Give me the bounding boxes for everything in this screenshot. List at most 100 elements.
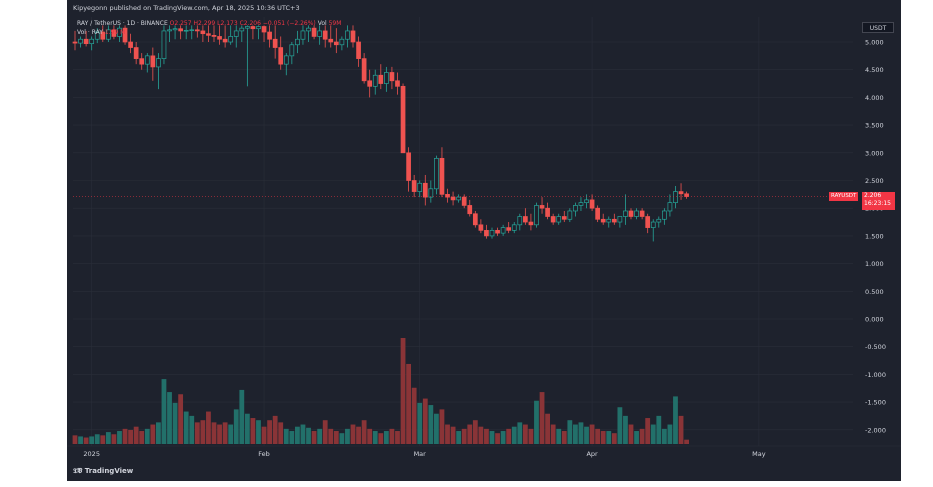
volume-bar xyxy=(345,428,350,444)
candle-body xyxy=(534,205,539,226)
chart-background xyxy=(67,0,901,481)
volume-bar xyxy=(289,431,295,444)
candle-body xyxy=(422,182,428,198)
candle-body xyxy=(322,30,328,40)
volume-bar xyxy=(634,431,639,444)
volume-bar xyxy=(100,435,106,444)
candle-body xyxy=(578,202,584,206)
volume-bar xyxy=(322,420,328,444)
candle-body xyxy=(122,27,128,43)
candle-body xyxy=(228,36,234,43)
candle-body xyxy=(678,191,684,195)
volume-bar xyxy=(295,426,300,444)
candle-body xyxy=(523,216,528,223)
volume-bar xyxy=(450,426,456,444)
volume-bar xyxy=(528,428,534,444)
volume-bar xyxy=(495,433,500,444)
volume-bar xyxy=(639,428,645,444)
candle-body xyxy=(283,55,289,65)
volume-bar xyxy=(623,415,628,444)
time-tick-label: Apr xyxy=(586,450,598,458)
candle-body xyxy=(478,224,484,231)
volume-bar xyxy=(500,431,506,444)
currency-button[interactable]: USDT xyxy=(862,22,894,33)
volume-indicator-value: 1.99 M xyxy=(104,29,126,36)
candle-body xyxy=(450,196,456,201)
vol-label: Vol xyxy=(317,20,327,27)
volume-bar xyxy=(684,439,689,444)
candle-body xyxy=(150,55,156,68)
volume-bar xyxy=(439,409,445,444)
tradingview-logo[interactable]: 𝕿𝖁 TradingView xyxy=(73,467,133,476)
candle-body xyxy=(339,38,345,46)
volume-bar xyxy=(217,424,222,444)
price-tick-label: -2.000 xyxy=(865,426,886,434)
volume-bar xyxy=(484,428,489,444)
price-tag-value: 2.206 16:23:15 xyxy=(862,192,895,210)
candle-body xyxy=(645,216,651,228)
candle-body xyxy=(539,205,545,209)
volume-bar xyxy=(244,413,250,444)
volume-bar xyxy=(378,433,384,444)
candle-body xyxy=(278,47,284,65)
candle-body xyxy=(667,202,673,212)
volume-bar xyxy=(383,431,389,444)
vol-value: 59M xyxy=(328,20,342,27)
volume-bar xyxy=(328,428,334,444)
time-axis[interactable]: 2025 Feb Mar Apr May xyxy=(67,445,901,458)
candle-body xyxy=(372,74,378,87)
volume-bar xyxy=(573,424,578,444)
price-tick-label: 1.500 xyxy=(865,232,884,240)
candle-body xyxy=(673,191,678,204)
price-tag-price: 2.206 xyxy=(864,192,882,199)
candle-body xyxy=(211,35,217,37)
publisher-text: Kipyegonn published on TradingView.com, … xyxy=(73,4,300,12)
candle-body xyxy=(222,38,228,43)
candle-body xyxy=(550,216,556,223)
price-axis[interactable]: 5.0004.5004.0003.5003.0002.5002.0001.500… xyxy=(865,39,886,435)
volume-bar xyxy=(167,392,172,444)
price-tick-label: -1.500 xyxy=(865,399,886,407)
candle-body xyxy=(623,210,628,217)
volume-bar xyxy=(489,431,495,444)
price-tick-label: 0.000 xyxy=(865,316,884,324)
volume-bar xyxy=(194,422,200,444)
volume-bar xyxy=(89,436,95,444)
candlestick-chart[interactable]: 5.0004.5004.0003.5003.0002.5002.0001.500… xyxy=(67,0,901,481)
candle-body xyxy=(656,218,662,223)
candle-body xyxy=(500,227,506,234)
volume-bar xyxy=(306,427,311,444)
volume-indicator-label[interactable]: Vol · RAY xyxy=(77,29,103,36)
volume-bar xyxy=(395,431,400,444)
candle-body xyxy=(345,30,350,40)
grid xyxy=(73,17,853,446)
symbol-label[interactable]: RAY / TetherUS · 1D · BINANCE xyxy=(77,20,168,27)
candle-body xyxy=(411,180,417,192)
candle-body xyxy=(295,38,300,46)
candle-body xyxy=(684,193,689,197)
volume-bar xyxy=(150,424,156,444)
volume-bar xyxy=(222,422,228,444)
candle-body xyxy=(617,216,623,223)
volume-bar xyxy=(261,426,267,444)
candle-body xyxy=(611,218,617,223)
volume-bar xyxy=(667,424,673,444)
volume-bar xyxy=(117,431,122,444)
volume-bar xyxy=(522,424,528,444)
candle-body xyxy=(567,210,573,220)
candle-body xyxy=(417,182,423,192)
volume-bar xyxy=(317,428,323,444)
volume-bar xyxy=(361,420,367,444)
candle-body xyxy=(183,30,189,32)
candle-body xyxy=(406,152,411,181)
volume-bar xyxy=(156,422,161,444)
candle-body xyxy=(434,157,439,190)
tradingview-brand: TradingView xyxy=(84,467,134,475)
volume-bar xyxy=(283,428,289,444)
candle-body xyxy=(589,199,595,209)
candle-body xyxy=(556,216,562,223)
candle-body xyxy=(389,72,395,82)
candle-body xyxy=(250,26,256,30)
volume-bar xyxy=(183,411,189,444)
candle-body xyxy=(511,224,517,231)
